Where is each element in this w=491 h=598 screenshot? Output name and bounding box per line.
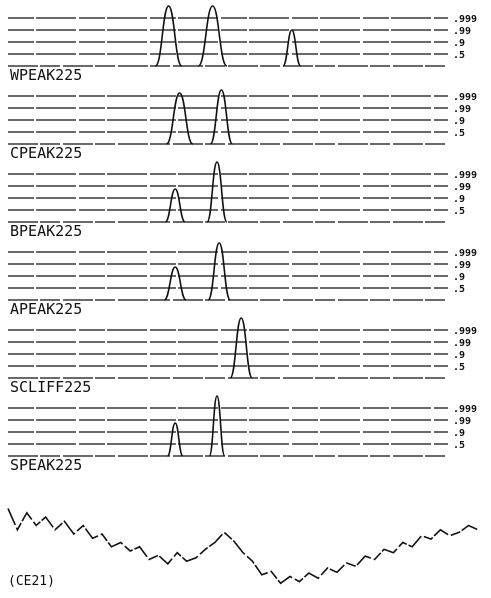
peak-curve: [282, 29, 302, 67]
peak-curve: [163, 266, 187, 301]
peak-curve: [165, 92, 194, 145]
panel-speak225: .999.99.9.5 SPEAK225: [8, 395, 477, 474]
peak-curve: [206, 161, 228, 223]
level-tick-label: .5: [453, 284, 465, 295]
panel-label: WPEAK225: [10, 66, 82, 84]
level-tick-label: .5: [453, 440, 465, 451]
signal-trace: [7, 508, 479, 585]
level-tick-label: .999: [453, 404, 477, 415]
level-tick-label: .999: [453, 14, 477, 25]
level-tick-label: .99: [453, 338, 471, 349]
panel-bpeak225: .999.99.9.5 BPEAK225: [8, 161, 477, 240]
panel-label: CPEAK225: [10, 144, 82, 162]
panel-wpeak225: .999.99.9.5 WPEAK225: [8, 5, 477, 84]
panel-label: SCLIFF225: [10, 378, 91, 396]
peak-curve: [208, 395, 226, 457]
level-tick-label: .5: [453, 362, 465, 373]
level-tick-label: .99: [453, 416, 471, 427]
level-tick-label: .5: [453, 206, 465, 217]
level-tick-label: .9: [453, 194, 465, 205]
panel-label: BPEAK225: [10, 222, 82, 240]
level-tick-label: .9: [453, 428, 465, 439]
peak-curve: [166, 422, 184, 457]
level-tick-label: .999: [453, 248, 477, 259]
peak-curve: [229, 317, 253, 379]
level-tick-label: .99: [453, 104, 471, 115]
level-tick-label: .999: [453, 170, 477, 181]
panel-apeak225: .999.99.9.5 APEAK225: [8, 242, 477, 318]
level-tick-label: .999: [453, 92, 477, 103]
level-tick-label: .5: [453, 128, 465, 139]
panel-scliff225: .999.99.9.5 SCLIFF225: [8, 317, 477, 396]
panel-label: SPEAK225: [10, 456, 82, 474]
level-tick-label: .9: [453, 116, 465, 127]
peak-curve: [164, 188, 186, 223]
signal-line: [7, 508, 479, 585]
level-tick-label: .99: [453, 26, 471, 37]
panel-label: APEAK225: [10, 300, 82, 318]
level-tick-label: .999: [453, 326, 477, 337]
peak-curve: [207, 242, 231, 301]
level-tick-label: .99: [453, 260, 471, 271]
level-tick-label: .99: [453, 182, 471, 193]
level-tick-label: .9: [453, 272, 465, 283]
level-tick-label: .9: [453, 38, 465, 49]
peak-curve: [209, 89, 234, 145]
peak-curve: [154, 5, 183, 67]
level-tick-label: .9: [453, 350, 465, 361]
panel-cpeak225: .999.99.9.5 CPEAK225: [8, 89, 477, 162]
peak-curve: [197, 5, 228, 67]
signal-caption: (CE21): [8, 574, 55, 589]
peak-panels: .999.99.9.5WPEAK225.999.99.9.5CPEAK225.9…: [8, 5, 477, 474]
level-tick-label: .5: [453, 50, 465, 61]
